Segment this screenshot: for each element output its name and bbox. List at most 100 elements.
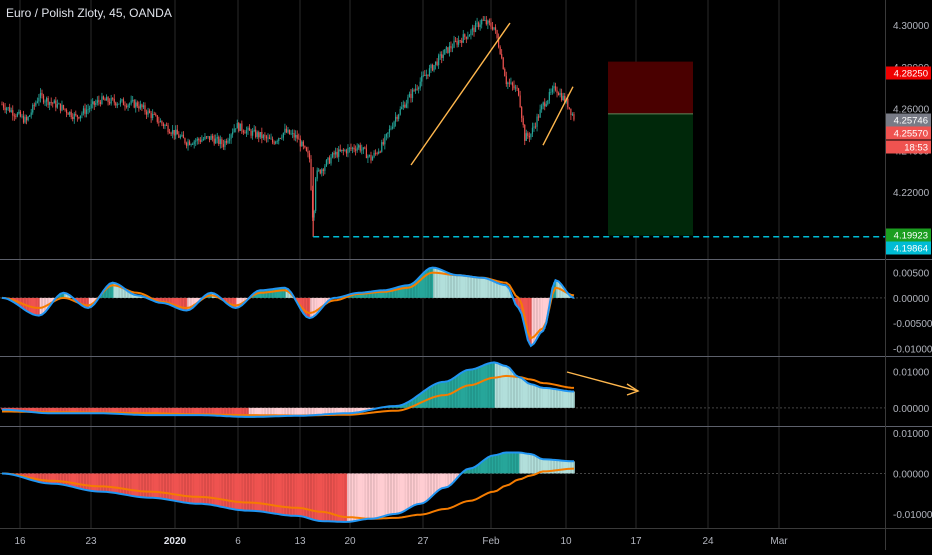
candle-body (431, 64, 434, 71)
histogram-bar (191, 297, 194, 308)
histogram-bar (340, 473, 343, 522)
candle-body (507, 82, 509, 85)
candle-body (129, 103, 131, 105)
histogram-bar (405, 473, 408, 510)
histogram-bar (250, 407, 252, 417)
candle-body (537, 116, 540, 118)
histogram-bar (507, 366, 509, 408)
histogram-bar (184, 473, 186, 503)
candle-body (150, 112, 152, 119)
histogram-bar (116, 283, 119, 298)
histogram-bar (279, 473, 282, 515)
time-tick-label: 13 (294, 536, 306, 547)
histogram-bar (483, 459, 486, 474)
candle-body (261, 132, 263, 139)
histogram-bar (139, 295, 142, 298)
histogram-bar (210, 473, 212, 505)
histogram-bar (105, 407, 108, 414)
price-badge (886, 126, 931, 140)
macd-pane-3[interactable] (0, 451, 885, 523)
histogram-bar (314, 473, 317, 521)
histogram-bar (462, 371, 465, 408)
histogram-bar (413, 282, 415, 298)
histogram-bar (482, 365, 485, 408)
histogram-bar (48, 407, 51, 414)
histogram-bar (284, 287, 286, 298)
histogram-bar (408, 473, 411, 508)
histogram-bar (450, 273, 452, 298)
candle-body (258, 132, 260, 138)
histogram-bar (359, 407, 362, 412)
histogram-bar (550, 388, 552, 408)
candle-body (172, 130, 174, 134)
histogram-bar (244, 407, 246, 417)
histogram-bar (28, 407, 31, 412)
histogram-bar (519, 377, 521, 408)
histogram-bar (530, 454, 532, 474)
histogram-bar (350, 407, 352, 414)
price-badge-label: 4.28250 (894, 69, 928, 80)
histogram-bar (517, 297, 520, 308)
candle-body (248, 127, 251, 131)
histogram-bar (210, 407, 212, 416)
histogram-bar (134, 473, 137, 497)
histogram-bar (124, 289, 126, 298)
price-pane[interactable] (1, 15, 885, 238)
histogram-bar (256, 407, 259, 417)
histogram-bar (231, 407, 234, 417)
candle-body (75, 113, 77, 116)
histogram-bar (374, 290, 377, 298)
histogram-bar (61, 293, 63, 298)
histogram-bar (459, 275, 461, 298)
histogram-bar (394, 287, 397, 298)
indicator-tick-label: -0.00500 (893, 319, 932, 330)
histogram-bar (388, 473, 391, 515)
histogram-bar (168, 407, 171, 416)
histogram-bar (336, 407, 338, 414)
macd-pane-1[interactable] (0, 266, 885, 348)
histogram-bar (325, 473, 328, 522)
histogram-bar (118, 407, 120, 414)
price-axis[interactable]: 4.300004.280004.260004.240004.220000.005… (886, 21, 932, 521)
histogram-bar (507, 286, 509, 298)
histogram-bar (88, 407, 91, 414)
candle-body (370, 155, 372, 161)
histogram-bar (387, 289, 389, 298)
histogram-bar (373, 473, 375, 519)
histogram-bar (107, 407, 109, 414)
histogram-bar (345, 407, 348, 414)
histogram-bar (276, 473, 279, 514)
histogram-bar (425, 473, 428, 502)
price-badge-label: 18:53 (904, 143, 928, 154)
histogram-bar (387, 473, 389, 515)
candle-body (524, 125, 526, 141)
candle-body (265, 136, 268, 139)
histogram-bar (259, 473, 262, 512)
histogram-bar (221, 473, 223, 507)
histogram-bar (239, 407, 242, 417)
candle-body (465, 36, 467, 39)
candle-body (284, 128, 286, 133)
histogram-bar (159, 407, 162, 416)
histogram-bar (73, 407, 76, 414)
histogram-bar (176, 297, 179, 309)
candle-body (390, 128, 392, 130)
trendline-2 (542, 86, 574, 146)
macd-pane-2[interactable] (0, 361, 885, 418)
histogram-bar (267, 289, 269, 298)
histogram-bar (116, 407, 119, 414)
candle-body (424, 75, 426, 77)
candle-body (16, 113, 18, 117)
histogram-bar (59, 293, 62, 298)
candle-body (212, 135, 214, 139)
histogram-bar (299, 407, 302, 416)
histogram-bar (21, 407, 23, 411)
histogram-bar (557, 389, 560, 408)
time-axis[interactable]: 16 23 2020 6 13 20 27 Feb 10 17 24 Mar (14, 536, 788, 547)
histogram-bar (187, 407, 189, 416)
candle-body (347, 148, 349, 154)
histogram-bar (353, 407, 355, 413)
candle-body (411, 89, 414, 99)
